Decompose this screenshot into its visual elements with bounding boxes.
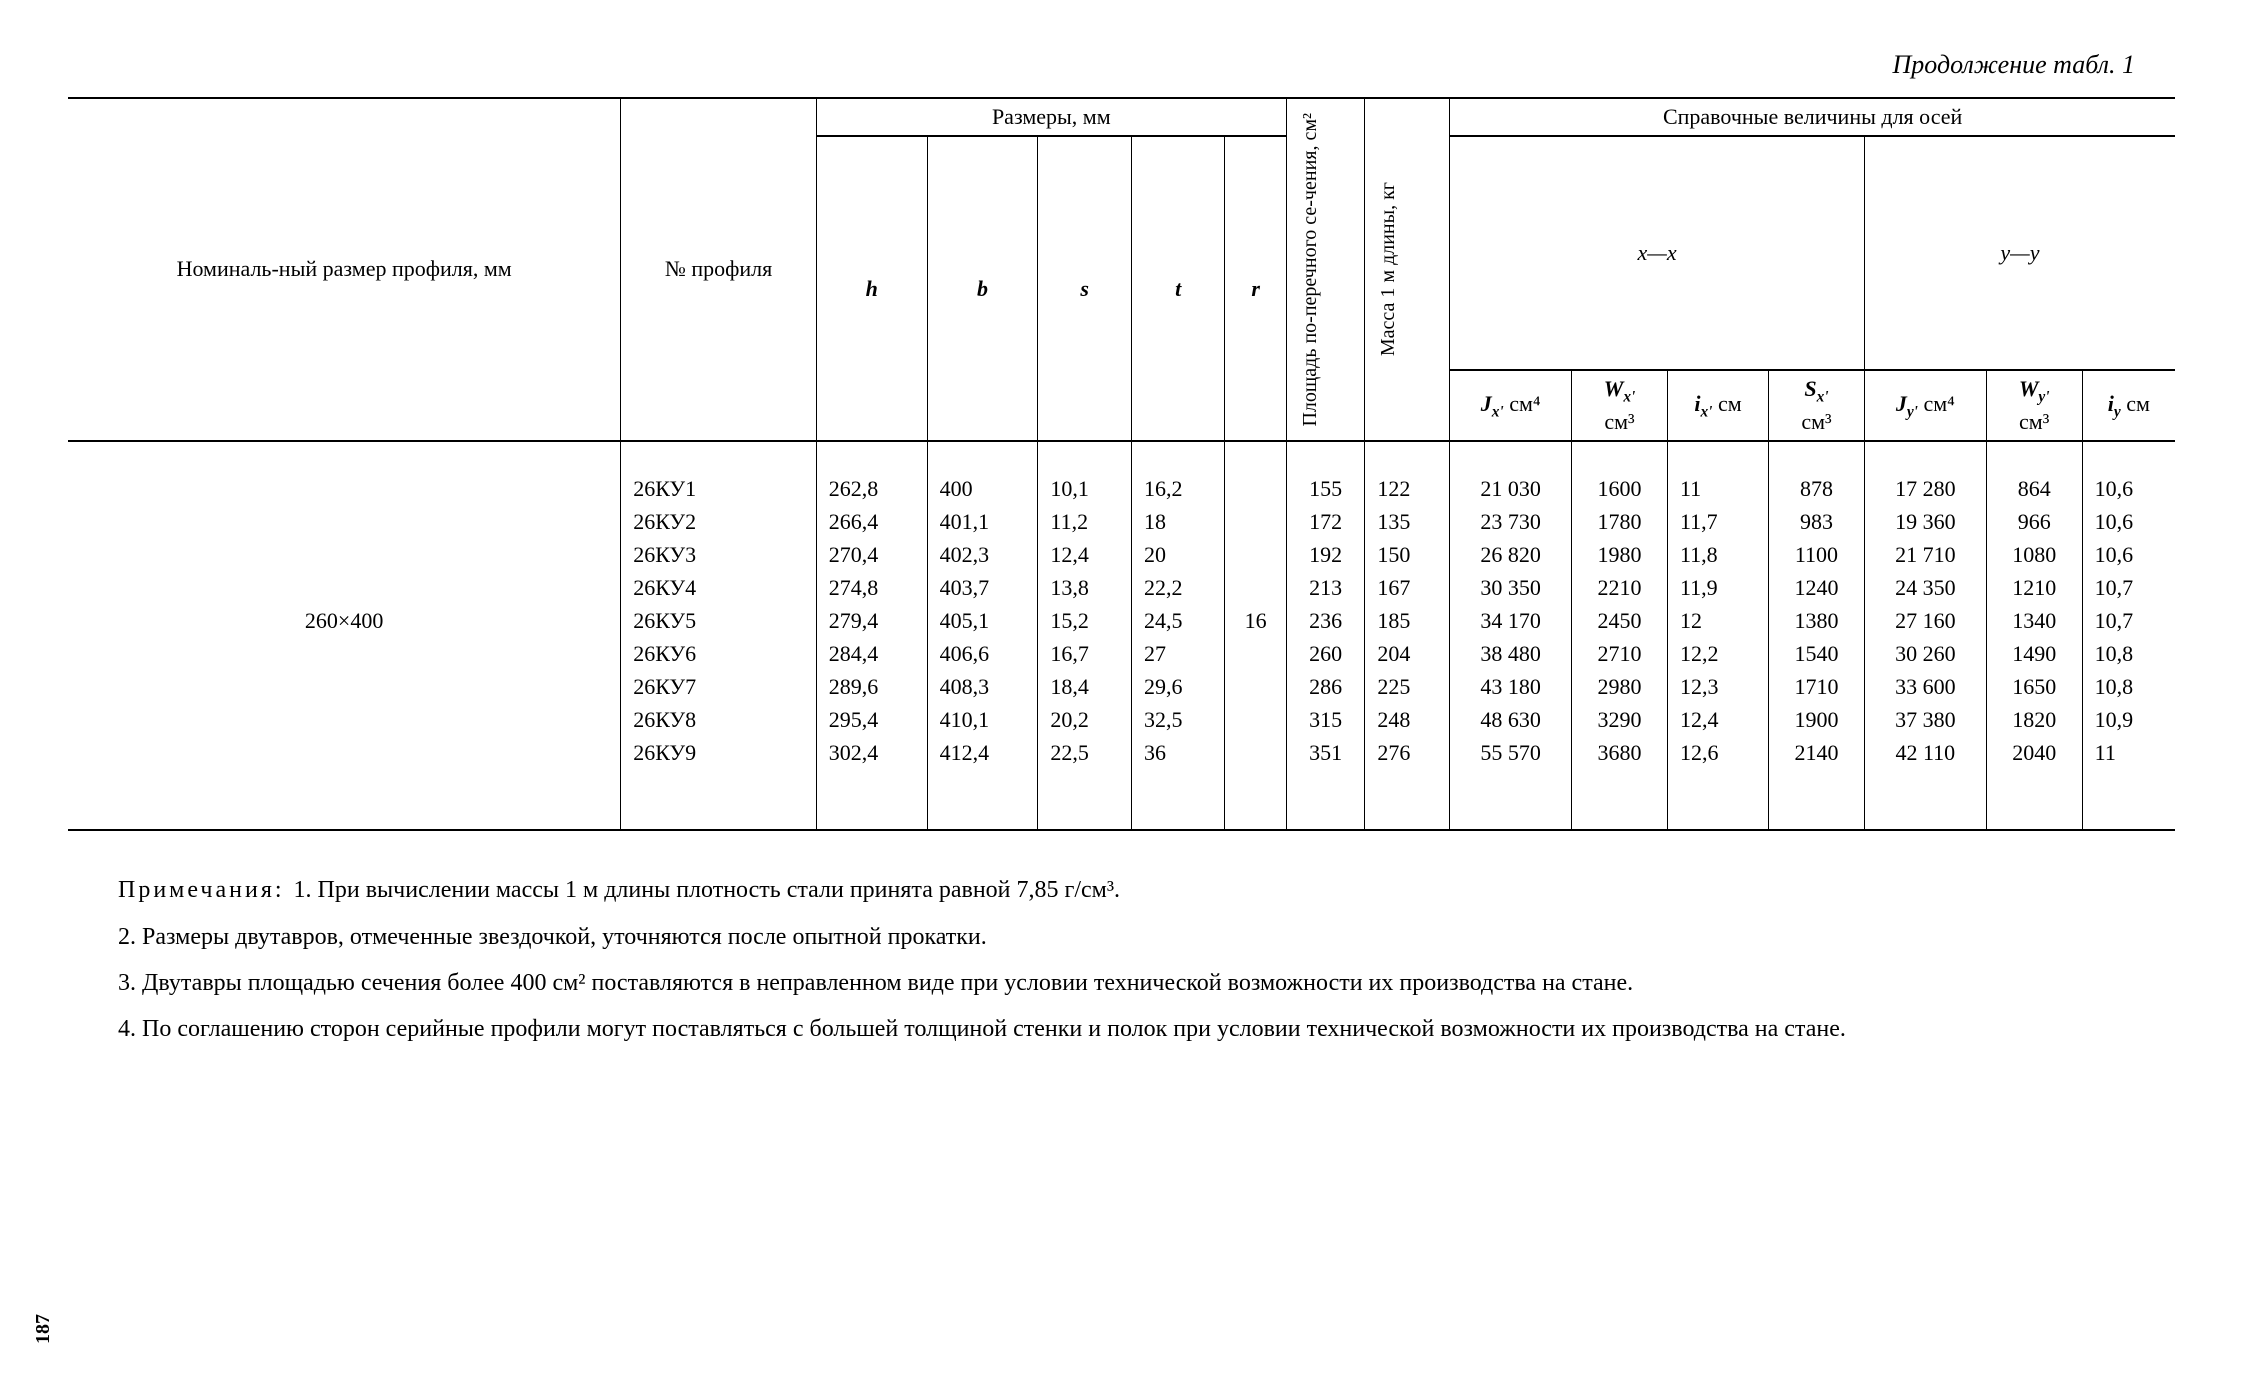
header-dimensions: Размеры, мм [816,98,1286,137]
header-ix: ix' см [1667,370,1768,441]
cell-s: 10,111,212,413,815,216,718,420,222,5 [1038,441,1132,830]
header-h: h [816,136,927,441]
cell-r: 16 [1225,441,1286,830]
cell-mass: 122135150167185204225248276 [1365,441,1450,830]
cell-t: 16,2182022,224,52729,632,536 [1131,441,1225,830]
header-xx: x—x [1450,136,1865,370]
header-nominal: Номиналь-ный размер профиля, мм [68,98,621,442]
header-wx: Wx'см³ [1572,370,1668,441]
cell-ix: 1111,711,811,91212,212,312,412,6 [1667,441,1768,830]
header-profile-no: № профиля [621,98,817,442]
header-mass: Масса 1 м длины, кг [1365,98,1450,442]
cell-wy: 8649661080121013401490165018202040 [1986,441,2082,830]
cell-size: 260×400 [68,441,621,830]
note-3: 3. Двутавры площадью сечения более 400 с… [68,964,2175,1002]
header-jy: Jy' см⁴ [1864,370,1986,441]
header-reference: Справочные величины для осей [1450,98,2175,137]
cell-area: 155172192213236260286315351 [1286,441,1365,830]
header-yy: y—y [1864,136,2175,370]
note-1: Примечания: 1. При вычислении массы 1 м … [68,871,2175,909]
steel-profile-table: Номиналь-ный размер профиля, мм № профил… [68,97,2175,832]
note-4: 4. По соглашению сторон серийные профили… [68,1010,2175,1048]
cell-jx: 21 03023 73026 82030 35034 17038 48043 1… [1450,441,1572,830]
cell-profiles: 26КУ126КУ226КУ326КУ426КУ526КУ626КУ726КУ8… [621,441,817,830]
header-jx: Jx' см⁴ [1450,370,1572,441]
header-area: Площадь по-перечного се-чения, см² [1286,98,1365,442]
cell-b: 400401,1402,3403,7405,1406,6408,3410,141… [927,441,1038,830]
notes-section: Примечания: 1. При вычислении массы 1 м … [68,871,2175,1049]
header-s: s [1038,136,1132,441]
page-number: 187 [30,1314,56,1344]
cell-wx: 160017801980221024502710298032903680 [1572,441,1668,830]
header-b: b [927,136,1038,441]
header-wy: Wy'см³ [1986,370,2082,441]
cell-h: 262,8266,4270,4274,8279,4284,4289,6295,4… [816,441,927,830]
table-continuation: Продолжение табл. 1 [68,48,2175,82]
header-t: t [1131,136,1225,441]
header-sx: Sx'см³ [1769,370,1865,441]
cell-sx: 8789831100124013801540171019002140 [1769,441,1865,830]
cell-jy: 17 28019 36021 71024 35027 16030 26033 6… [1864,441,1986,830]
note-2: 2. Размеры двутавров, отмеченные звездоч… [68,918,2175,956]
header-r: r [1225,136,1286,441]
cell-iy: 10,610,610,610,710,710,810,810,911 [2082,441,2175,830]
header-iy: iy см [2082,370,2175,441]
